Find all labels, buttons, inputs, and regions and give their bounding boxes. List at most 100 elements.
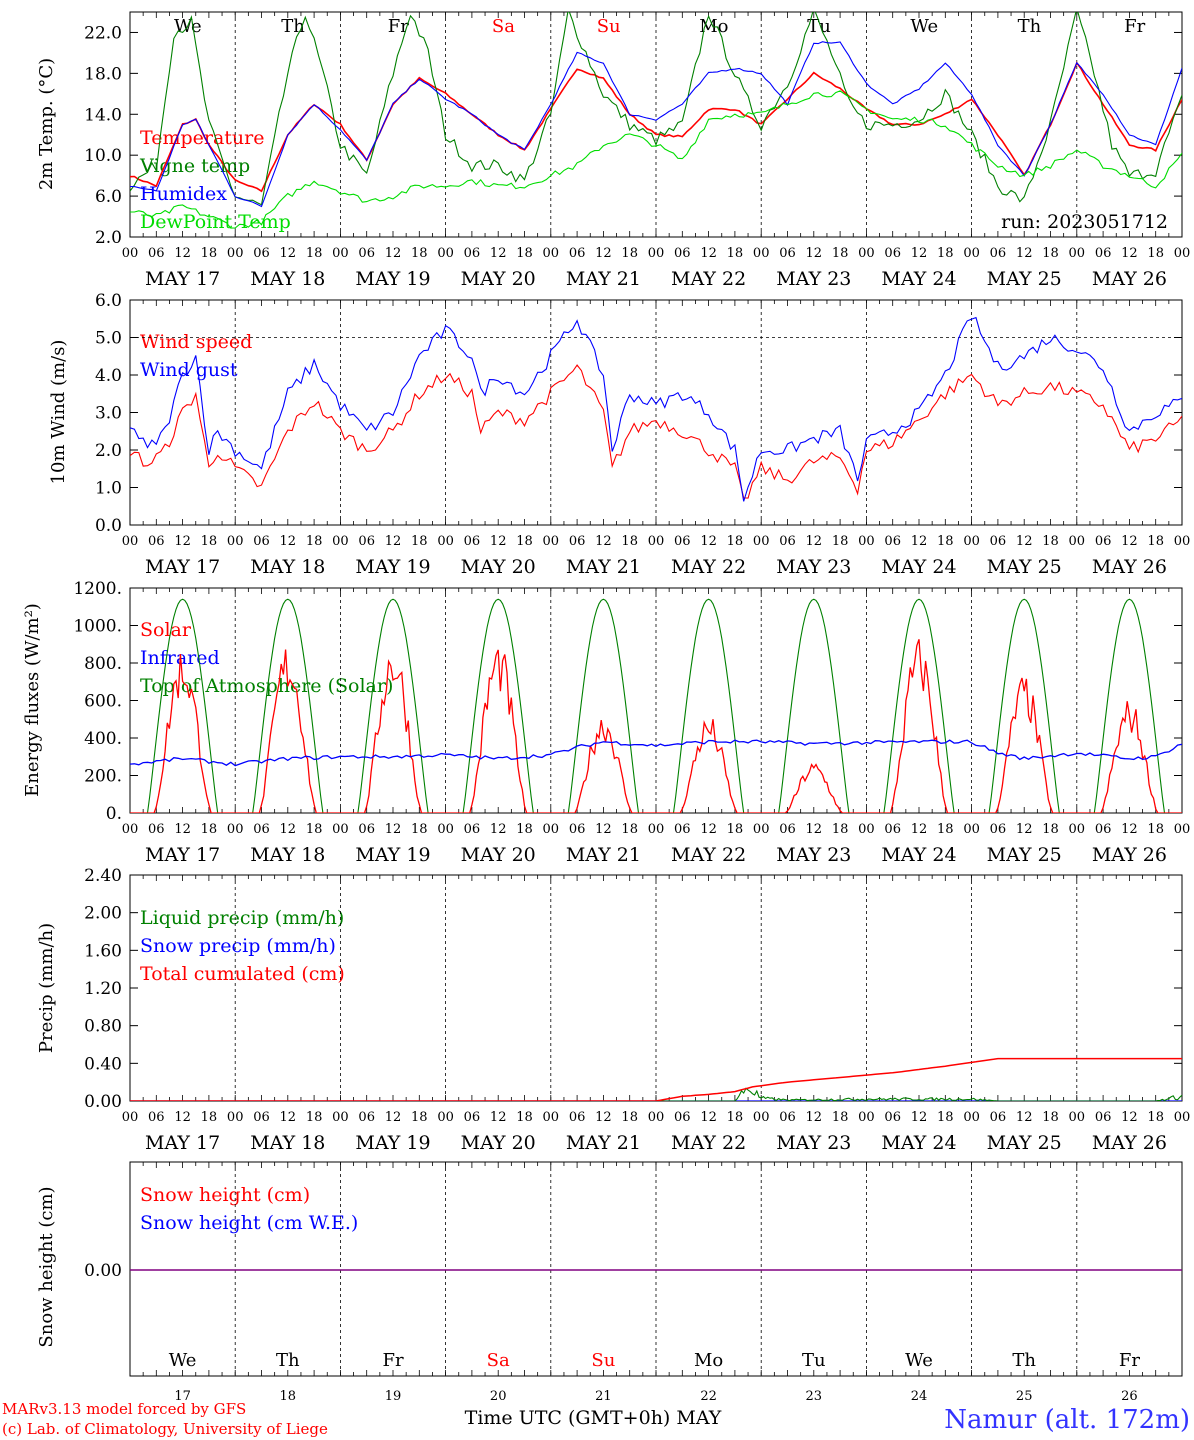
date-label: MAY 20 (461, 268, 536, 290)
hour-tick-label: 18 (201, 534, 218, 549)
date-label: MAY 21 (566, 268, 641, 290)
hour-tick-label: 12 (595, 822, 612, 837)
hour-tick-label: 06 (1095, 1110, 1112, 1125)
hour-tick-label: 00 (753, 1110, 770, 1125)
hour-tick-label: 12 (911, 534, 928, 549)
hour-tick-label: 00 (963, 1110, 980, 1125)
plot-area-2: 0. 200. 400. 600. 800. 1000. 1200. 00 06 12 18 00 06… (73, 579, 1190, 866)
plot-area-4: 0.00 We 17 Th 18 Fr 19 Sa 20 Su 21 Mo 22 Tu 23 We 24 Th 25… (84, 1161, 1183, 1404)
y-tick-label: 6.0 (95, 187, 122, 207)
run-label: run: 2023051712 (1001, 211, 1168, 233)
date-label: MAY 26 (1092, 268, 1167, 290)
hour-tick-label: 12 (174, 246, 191, 261)
date-label: MAY 22 (671, 268, 746, 290)
hour-tick-label: 12 (490, 822, 507, 837)
y-tick-label: 0. (106, 804, 122, 824)
hour-tick-label: 18 (832, 246, 849, 261)
day-number-label: 19 (385, 1389, 402, 1404)
hour-tick-label: 12 (700, 1110, 717, 1125)
series-line-infrared (130, 739, 1182, 767)
y-tick-label: 22.0 (84, 23, 122, 43)
hour-tick-label: 18 (201, 246, 218, 261)
y-tick-label: 0.40 (84, 1054, 122, 1074)
wind-legend-speed: Wind speed (140, 331, 252, 353)
hour-tick-label: 00 (648, 1110, 665, 1125)
hour-tick-label: 00 (648, 246, 665, 261)
hour-tick-label: 12 (1016, 1110, 1033, 1125)
date-label: MAY 18 (250, 844, 325, 866)
hour-tick-label: 12 (490, 246, 507, 261)
hour-tick-label: 12 (1121, 534, 1138, 549)
hour-tick-label: 12 (385, 246, 402, 261)
hour-tick-label: 12 (911, 246, 928, 261)
hour-tick-label: 06 (779, 534, 796, 549)
hour-tick-label: 12 (700, 534, 717, 549)
y-tick-label: 800. (84, 654, 122, 674)
y-tick-label: 2.40 (84, 866, 122, 886)
y-tick-label: 0.0 (95, 516, 122, 536)
hour-tick-label: 00 (753, 246, 770, 261)
date-label: MAY 17 (145, 844, 220, 866)
date-label: MAY 18 (250, 268, 325, 290)
plot-area-3: 0.00 0.40 0.80 1.20 1.60 2.00 2.40 00 06 12 18 00 06… (84, 866, 1190, 1154)
hour-tick-label: 12 (1121, 246, 1138, 261)
hour-tick-label: 18 (1147, 534, 1164, 549)
series-line-toa-solar (130, 598, 1182, 813)
hour-tick-label: 00 (1174, 822, 1191, 837)
y-tick-label: 200. (84, 767, 122, 787)
hour-tick-label: 18 (621, 246, 638, 261)
hour-tick-label: 18 (306, 1110, 323, 1125)
snow-legend-height: Snow height (cm) (140, 1184, 310, 1206)
hour-tick-label: 06 (674, 822, 691, 837)
hour-tick-label: 18 (621, 1110, 638, 1125)
y-tick-label: 600. (84, 692, 122, 712)
hour-tick-label: 18 (201, 1110, 218, 1125)
y-tick-label: 14.0 (84, 105, 122, 125)
date-label: MAY 26 (1092, 556, 1167, 578)
y-tick-label: 4.0 (95, 366, 122, 386)
date-label: MAY 19 (355, 844, 430, 866)
series-line-solar (130, 639, 1182, 813)
hour-tick-label: 00 (1069, 534, 1086, 549)
panel-energy: Solar Infrared Top of Atmosphere (Solar)… (22, 603, 393, 797)
hour-tick-label: 00 (543, 1110, 560, 1125)
hour-tick-label: 06 (358, 1110, 375, 1125)
precip-legend-liquid: Liquid precip (mm/h) (140, 907, 344, 929)
y-tick-label: 2.0 (95, 228, 122, 248)
hour-tick-label: 12 (385, 534, 402, 549)
snow-legend-we: Snow height (cm W.E.) (140, 1212, 358, 1234)
hour-tick-label: 12 (174, 534, 191, 549)
hour-tick-label: 06 (464, 822, 481, 837)
hour-tick-label: 00 (963, 822, 980, 837)
hour-tick-label: 12 (595, 534, 612, 549)
panel-precip: Liquid precip (mm/h) Snow precip (mm/h) … (36, 907, 345, 1053)
hour-tick-label: 00 (858, 1110, 875, 1125)
hour-tick-label: 00 (858, 534, 875, 549)
lab-credit: (c) Lab. of Climatology, University of L… (2, 1420, 328, 1438)
date-label: MAY 23 (776, 1132, 851, 1154)
date-label: MAY 24 (881, 268, 956, 290)
hour-tick-label: 18 (516, 534, 533, 549)
weekday-label: We (905, 1350, 933, 1371)
hour-tick-label: 06 (148, 534, 165, 549)
hour-tick-label: 06 (464, 246, 481, 261)
hour-tick-label: 06 (569, 246, 586, 261)
date-label: MAY 17 (145, 268, 220, 290)
series-line-vigne-temp (130, 12, 1182, 206)
hour-tick-label: 12 (806, 822, 823, 837)
weekday-label: Su (597, 16, 621, 37)
hour-tick-label: 18 (201, 822, 218, 837)
temp-legend-dewpoint: DewPoint Temp (140, 211, 291, 233)
hour-tick-label: 18 (937, 1110, 954, 1125)
hour-tick-label: 06 (148, 246, 165, 261)
weekday-label: We (169, 1350, 197, 1371)
hour-tick-label: 06 (779, 822, 796, 837)
weekday-label: Th (276, 1350, 300, 1371)
hour-tick-label: 18 (516, 822, 533, 837)
hour-tick-label: 18 (832, 822, 849, 837)
hour-tick-label: 06 (779, 1110, 796, 1125)
date-label: MAY 19 (355, 268, 430, 290)
date-label: MAY 18 (250, 556, 325, 578)
date-label: MAY 23 (776, 556, 851, 578)
hour-tick-label: 18 (411, 534, 428, 549)
